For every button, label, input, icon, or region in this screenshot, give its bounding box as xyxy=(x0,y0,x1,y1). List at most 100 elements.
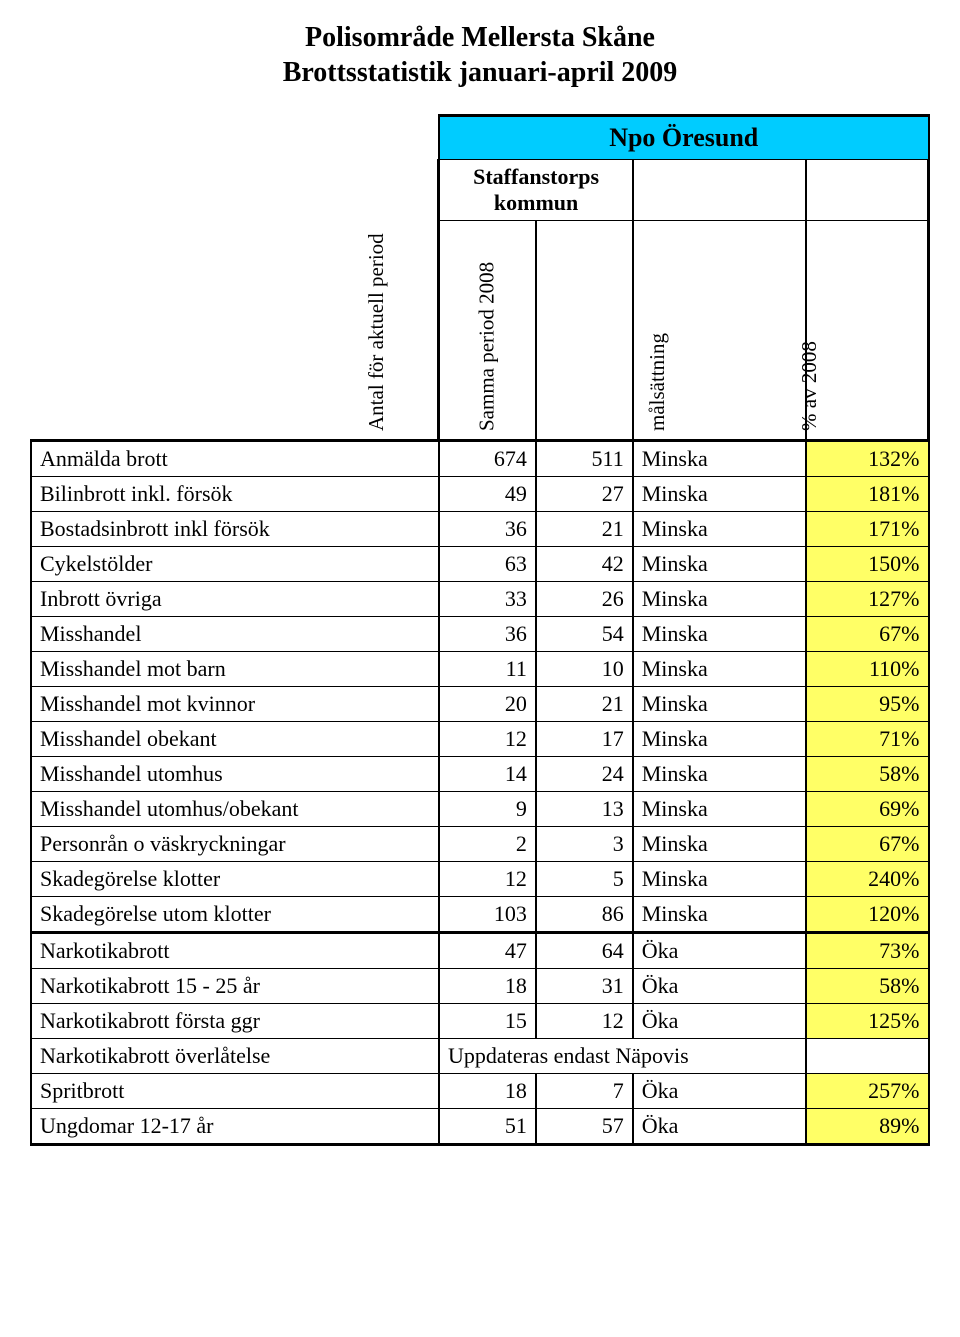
row-value-current: 9 xyxy=(439,792,536,827)
row-value-current: 2 xyxy=(439,827,536,862)
row-label: Bilinbrott inkl. försök xyxy=(31,477,439,512)
row-pct xyxy=(806,1039,928,1074)
row-value-prev: 57 xyxy=(536,1109,633,1145)
row-value-prev: 42 xyxy=(536,547,633,582)
row-label: Anmälda brott xyxy=(31,441,439,477)
row-pct: 240% xyxy=(806,862,928,897)
region-name: Npo Öresund xyxy=(439,116,929,160)
row-goal: Minska xyxy=(633,757,806,792)
row-value-current: 15 xyxy=(439,1004,536,1039)
row-pct: 69% xyxy=(806,792,928,827)
row-value-current: 12 xyxy=(439,862,536,897)
row-label: Misshandel xyxy=(31,617,439,652)
row-pct: 58% xyxy=(806,969,928,1004)
subtitle-blank-2 xyxy=(806,160,928,221)
row-label: Skadegörelse utom klotter xyxy=(31,897,439,933)
table-row: Inbrott övriga3326Minska127% xyxy=(31,582,929,617)
table-row: Spritbrott187Öka257% xyxy=(31,1074,929,1109)
row-value-current: 47 xyxy=(439,933,536,969)
row-value-current: 49 xyxy=(439,477,536,512)
row-goal: Minska xyxy=(633,722,806,757)
subtitle-row: Staffanstorps kommun xyxy=(31,160,929,221)
table-row: Narkotikabrott överlåtelseUppdateras end… xyxy=(31,1039,929,1074)
row-pct: 58% xyxy=(806,757,928,792)
row-goal: Minska xyxy=(633,792,806,827)
row-goal: Minska xyxy=(633,582,806,617)
row-goal: Öka xyxy=(633,1074,806,1109)
row-goal: Öka xyxy=(633,1109,806,1145)
row-value-prev: 12 xyxy=(536,1004,633,1039)
row-goal: Minska xyxy=(633,441,806,477)
colhdr-3-label: % av 2008 xyxy=(797,341,822,431)
row-value-prev: 24 xyxy=(536,757,633,792)
row-value-prev: 7 xyxy=(536,1074,633,1109)
row-label: Narkotikabrott första ggr xyxy=(31,1004,439,1039)
column-headers-row: Antal för aktuell period Samma period 20… xyxy=(31,221,929,441)
table-row: Skadegörelse utom klotter10386Minska120% xyxy=(31,897,929,933)
row-pct: 125% xyxy=(806,1004,928,1039)
stats-table: Npo Öresund Staffanstorps kommun Antal f… xyxy=(30,114,930,1146)
row-value-prev: 21 xyxy=(536,687,633,722)
row-pct: 127% xyxy=(806,582,928,617)
table-row: Personrån o väskryckningar23Minska67% xyxy=(31,827,929,862)
row-pct: 257% xyxy=(806,1074,928,1109)
table-row: Misshandel obekant1217Minska71% xyxy=(31,722,929,757)
row-value-prev: 64 xyxy=(536,933,633,969)
title-line-1: Polisområde Mellersta Skåne xyxy=(30,20,930,55)
region-spacer xyxy=(31,116,439,160)
row-value-prev: 21 xyxy=(536,512,633,547)
row-value-current: 36 xyxy=(439,617,536,652)
row-value-prev: 511 xyxy=(536,441,633,477)
page-title-block: Polisområde Mellersta Skåne Brottsstatis… xyxy=(30,20,930,90)
subtitle-blank-1 xyxy=(633,160,806,221)
row-goal: Öka xyxy=(633,969,806,1004)
subtitle-cell: Staffanstorps kommun xyxy=(439,160,633,221)
row-pct: 181% xyxy=(806,477,928,512)
row-label: Personrån o väskryckningar xyxy=(31,827,439,862)
row-value-prev: 27 xyxy=(536,477,633,512)
colhdr-2-label: målsättning xyxy=(645,333,670,431)
row-pct: 132% xyxy=(806,441,928,477)
row-label: Misshandel utomhus xyxy=(31,757,439,792)
row-pct: 150% xyxy=(806,547,928,582)
colhdr-0-label: Antal för aktuell period xyxy=(364,233,389,431)
row-value-current: 36 xyxy=(439,512,536,547)
row-pct: 120% xyxy=(806,897,928,933)
row-label: Misshandel obekant xyxy=(31,722,439,757)
row-value-current: 51 xyxy=(439,1109,536,1145)
table-row: Cykelstölder6342Minska150% xyxy=(31,547,929,582)
row-goal: Minska xyxy=(633,547,806,582)
row-pct: 67% xyxy=(806,617,928,652)
row-label: Bostadsinbrott inkl försök xyxy=(31,512,439,547)
row-value-current: 103 xyxy=(439,897,536,933)
row-pct: 110% xyxy=(806,652,928,687)
row-label: Misshandel mot kvinnor xyxy=(31,687,439,722)
table-row: Narkotikabrott 15 - 25 år1831Öka58% xyxy=(31,969,929,1004)
row-value-current: 14 xyxy=(439,757,536,792)
row-value-current: 18 xyxy=(439,969,536,1004)
row-goal: Öka xyxy=(633,1004,806,1039)
row-value-prev: 26 xyxy=(536,582,633,617)
row-value-current: 20 xyxy=(439,687,536,722)
region-header-row: Npo Öresund xyxy=(31,116,929,160)
title-line-2: Brottsstatistik januari-april 2009 xyxy=(30,55,930,90)
row-goal: Minska xyxy=(633,897,806,933)
row-value-current: 33 xyxy=(439,582,536,617)
row-value-current: 12 xyxy=(439,722,536,757)
row-label: Ungdomar 12-17 år xyxy=(31,1109,439,1145)
row-value-current: 63 xyxy=(439,547,536,582)
table-row: Narkotikabrott första ggr1512Öka125% xyxy=(31,1004,929,1039)
row-label: Skadegörelse klotter xyxy=(31,862,439,897)
row-label: Misshandel mot barn xyxy=(31,652,439,687)
table-row: Misshandel mot barn1110Minska110% xyxy=(31,652,929,687)
table-row: Misshandel3654Minska67% xyxy=(31,617,929,652)
row-label: Cykelstölder xyxy=(31,547,439,582)
row-value-prev: 13 xyxy=(536,792,633,827)
table-row: Anmälda brott674511Minska132% xyxy=(31,441,929,477)
table-row: Misshandel utomhus1424Minska58% xyxy=(31,757,929,792)
row-pct: 95% xyxy=(806,687,928,722)
row-value-prev: 31 xyxy=(536,969,633,1004)
row-value-prev: 17 xyxy=(536,722,633,757)
table-row: Misshandel utomhus/obekant913Minska69% xyxy=(31,792,929,827)
row-label: Spritbrott xyxy=(31,1074,439,1109)
